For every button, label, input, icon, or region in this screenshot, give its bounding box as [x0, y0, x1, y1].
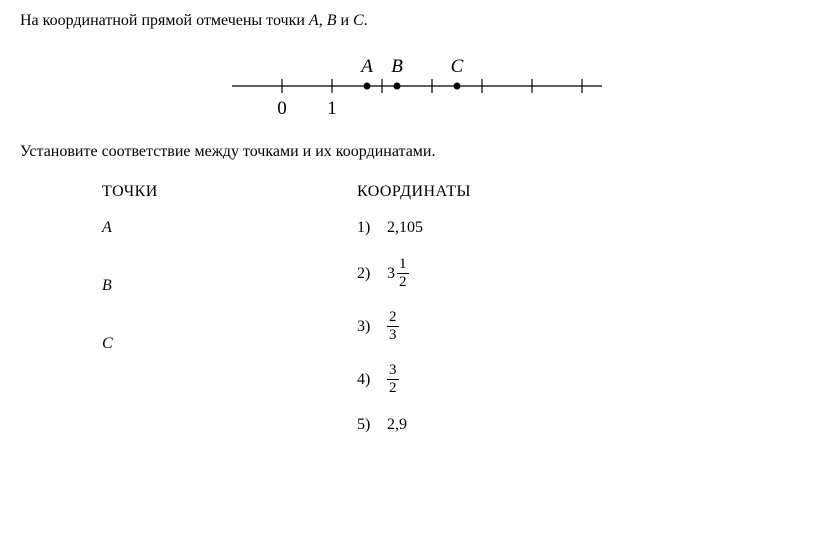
svg-text:0: 0 [277, 98, 287, 119]
coords-header: КООРДИНАТЫ [357, 183, 471, 201]
coord-number: 5) [357, 416, 387, 434]
point-row: C [102, 335, 357, 353]
points-header: ТОЧКИ [102, 183, 357, 201]
coord-plain: 2,9 [387, 416, 407, 434]
fraction-numerator: 3 [387, 363, 399, 378]
fraction-denominator: 2 [397, 275, 409, 290]
intro-b: B [327, 12, 337, 29]
coord-row: 1)2,105 [357, 219, 471, 237]
coord-value: 2,9 [387, 416, 407, 434]
fraction-denominator: 3 [387, 328, 399, 343]
fraction: 32 [387, 363, 399, 396]
coord-value: 32 [387, 363, 399, 396]
fraction-numerator: 1 [397, 257, 409, 272]
intro-c: C [353, 12, 364, 29]
coords-column: КООРДИНАТЫ 1)2,1052)3123)234)325)2,9 [357, 183, 471, 454]
coord-row: 2)312 [357, 257, 471, 290]
coord-value: 23 [387, 310, 399, 343]
fraction: 23 [387, 310, 399, 343]
intro-period: . [364, 12, 368, 29]
fraction: 12 [397, 257, 409, 290]
fraction-numerator: 2 [387, 310, 399, 325]
coord-value: 2,105 [387, 219, 423, 237]
intro-text: На координатной прямой отмечены точки A,… [20, 12, 814, 30]
point-row: B [102, 277, 357, 295]
points-column: ТОЧКИ A B C [102, 183, 357, 454]
coord-number: 2) [357, 265, 387, 283]
fraction-denominator: 2 [387, 381, 399, 396]
intro-prefix: На координатной прямой отмечены точки [20, 12, 309, 29]
coord-number: 3) [357, 318, 387, 336]
svg-text:B: B [391, 56, 403, 77]
coord-plain: 2,105 [387, 219, 423, 237]
coord-number: 1) [357, 219, 387, 237]
intro-and: и [336, 12, 353, 29]
intro-comma1: , [319, 12, 327, 29]
svg-text:1: 1 [327, 98, 337, 119]
number-line-svg: 0 1 AB C [222, 48, 612, 120]
coord-mixed: 312 [387, 257, 409, 290]
coord-row: 3)23 [357, 310, 471, 343]
number-line-diagram: 0 1 AB C [20, 48, 814, 125]
coord-row: 5)2,9 [357, 416, 471, 434]
mixed-whole: 3 [387, 265, 395, 283]
svg-text:C: C [451, 56, 464, 77]
point-row: A [102, 219, 357, 237]
coord-row: 4)32 [357, 363, 471, 396]
intro-a: A [309, 12, 319, 29]
matching-table: ТОЧКИ ABC КООРДИНАТЫ 1)2,1052)3123)234)3… [20, 183, 814, 454]
svg-text:A: A [359, 56, 373, 77]
coord-value: 312 [387, 257, 409, 290]
coord-number: 4) [357, 371, 387, 389]
instruction-text: Установите соответствие между точками и … [20, 143, 814, 161]
